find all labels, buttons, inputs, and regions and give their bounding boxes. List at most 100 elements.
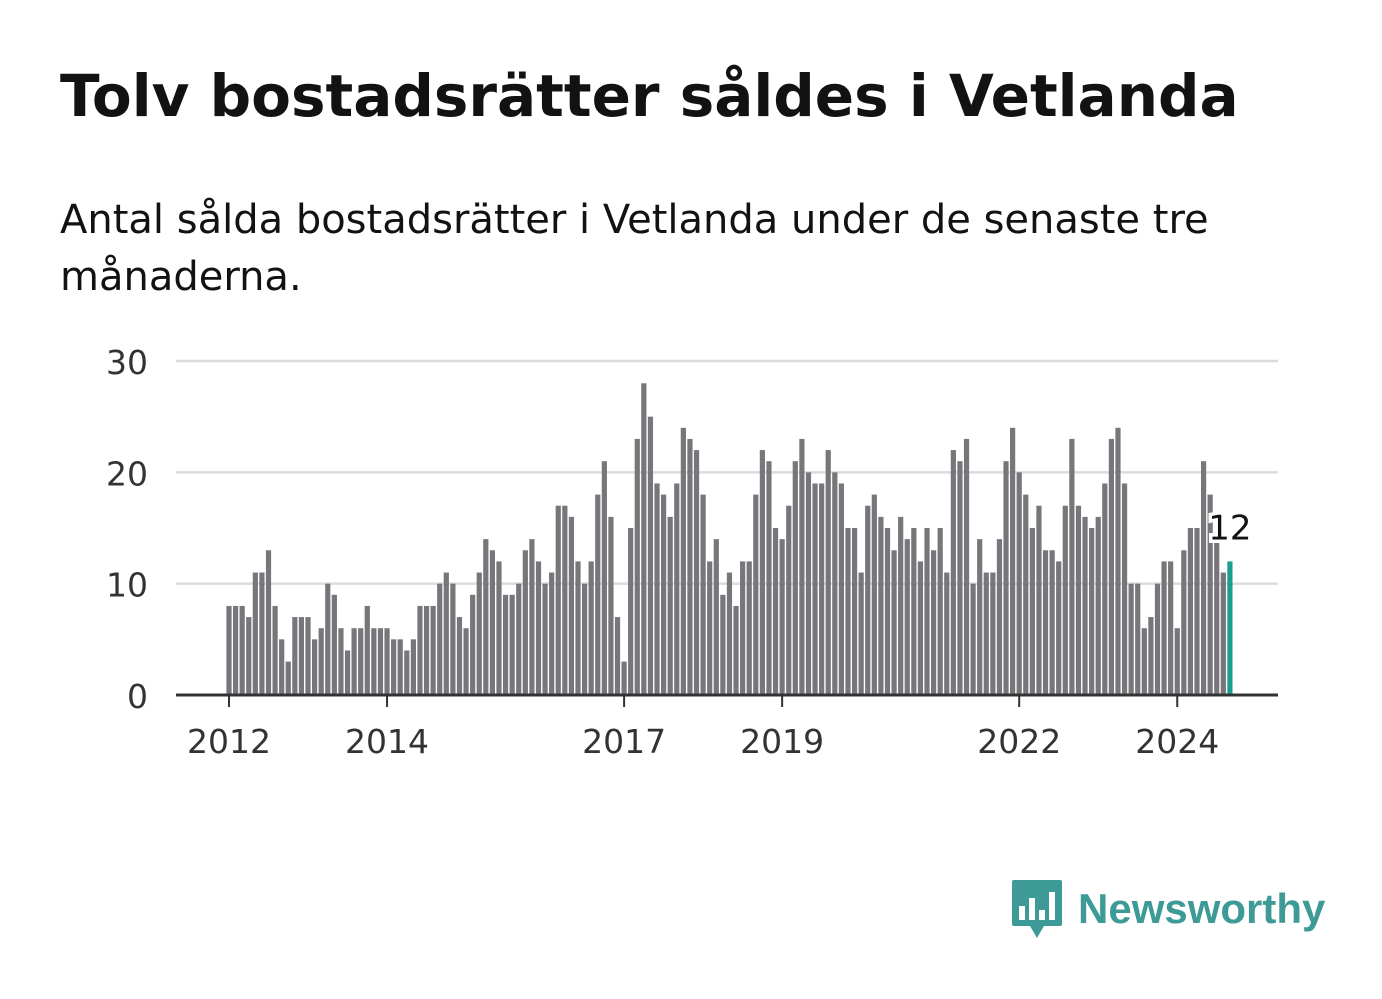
bar bbox=[983, 572, 989, 695]
bar bbox=[733, 605, 739, 695]
bar bbox=[489, 550, 495, 695]
bar bbox=[522, 550, 528, 695]
bar bbox=[1003, 461, 1009, 695]
bar bbox=[1102, 483, 1108, 695]
bar bbox=[772, 528, 779, 695]
logo-text: Newsworthy bbox=[1078, 885, 1326, 932]
bar bbox=[384, 628, 390, 695]
bar bbox=[845, 528, 851, 695]
bar bbox=[1187, 528, 1194, 695]
bar bbox=[898, 516, 904, 695]
bar bbox=[516, 583, 522, 695]
bar bbox=[502, 594, 509, 695]
bar bbox=[463, 628, 469, 695]
bar bbox=[1214, 539, 1220, 695]
bar bbox=[1056, 561, 1062, 695]
bar bbox=[509, 594, 515, 695]
y-tick-label: 30 bbox=[106, 343, 148, 382]
x-tick-label: 2024 bbox=[1135, 722, 1219, 761]
bar bbox=[305, 617, 311, 695]
bar bbox=[904, 539, 910, 695]
chart-subtitle: Antal sålda bostadsrätter i Vetlanda und… bbox=[60, 197, 1209, 300]
bar bbox=[423, 605, 430, 695]
bar bbox=[740, 561, 746, 695]
bar bbox=[713, 539, 719, 695]
bar bbox=[944, 572, 950, 695]
bar bbox=[456, 617, 463, 695]
bar bbox=[608, 516, 614, 695]
bar bbox=[246, 617, 252, 695]
bar bbox=[667, 516, 673, 695]
bar bbox=[285, 661, 291, 695]
bar bbox=[1128, 583, 1134, 695]
bar bbox=[1042, 550, 1049, 695]
bar bbox=[272, 605, 278, 695]
bar bbox=[265, 550, 272, 695]
newsworthy-logo: Newsworthy bbox=[1010, 878, 1325, 940]
bar bbox=[1082, 516, 1088, 695]
bar bbox=[838, 483, 844, 695]
bar bbox=[1121, 483, 1128, 695]
bar bbox=[529, 539, 535, 695]
bar bbox=[950, 450, 956, 695]
bar bbox=[1089, 528, 1095, 695]
bar bbox=[799, 438, 805, 695]
bar bbox=[720, 594, 726, 695]
bar bbox=[259, 572, 265, 695]
bar bbox=[746, 561, 752, 695]
bar bbox=[232, 605, 239, 695]
bar bbox=[397, 639, 403, 695]
bar bbox=[298, 617, 305, 695]
bar bbox=[1220, 572, 1226, 695]
bar bbox=[555, 505, 561, 695]
bar bbox=[476, 572, 482, 695]
bar bbox=[358, 628, 364, 695]
bar bbox=[779, 539, 785, 695]
bar bbox=[252, 572, 258, 695]
bar bbox=[1075, 505, 1082, 695]
bar bbox=[595, 494, 601, 695]
bar bbox=[878, 516, 884, 695]
bar bbox=[470, 594, 476, 695]
bar bbox=[1148, 617, 1154, 695]
bar bbox=[1049, 550, 1055, 695]
y-tick-label: 20 bbox=[106, 454, 148, 493]
bar bbox=[819, 483, 825, 695]
bar bbox=[654, 483, 660, 695]
bar bbox=[924, 528, 930, 695]
bar bbox=[621, 661, 627, 695]
bar bbox=[1095, 516, 1101, 695]
bar bbox=[1023, 494, 1029, 695]
bar bbox=[786, 505, 792, 695]
bar bbox=[693, 450, 700, 695]
bar bbox=[759, 450, 765, 695]
bar bbox=[1016, 472, 1022, 695]
bar bbox=[371, 628, 377, 695]
bar bbox=[825, 450, 831, 695]
bar bbox=[641, 383, 647, 695]
bar bbox=[858, 572, 864, 695]
bar bbox=[568, 516, 575, 695]
bar bbox=[963, 438, 970, 695]
bar bbox=[239, 605, 245, 695]
bar-chart: 0 10 20 30 2012 2014 2017 2019 2022 2024 12 bbox=[106, 343, 1278, 761]
bar bbox=[792, 461, 798, 695]
bar bbox=[1181, 550, 1187, 695]
bar bbox=[628, 528, 634, 695]
bar bbox=[588, 561, 594, 695]
bar bbox=[338, 628, 344, 695]
x-tick-label: 2012 bbox=[187, 722, 271, 761]
bar-chart-speech-bubble-icon bbox=[1012, 880, 1062, 938]
bar bbox=[430, 605, 436, 695]
bar bbox=[937, 528, 943, 695]
bar bbox=[549, 572, 555, 695]
bar bbox=[226, 605, 232, 695]
bar bbox=[496, 561, 502, 695]
bar bbox=[1029, 528, 1035, 695]
bar bbox=[865, 505, 871, 695]
x-tick-label: 2017 bbox=[582, 722, 666, 761]
bar bbox=[753, 494, 759, 695]
y-tick-label: 0 bbox=[127, 677, 148, 716]
bar-highlight bbox=[1227, 561, 1233, 695]
bar bbox=[707, 561, 713, 695]
